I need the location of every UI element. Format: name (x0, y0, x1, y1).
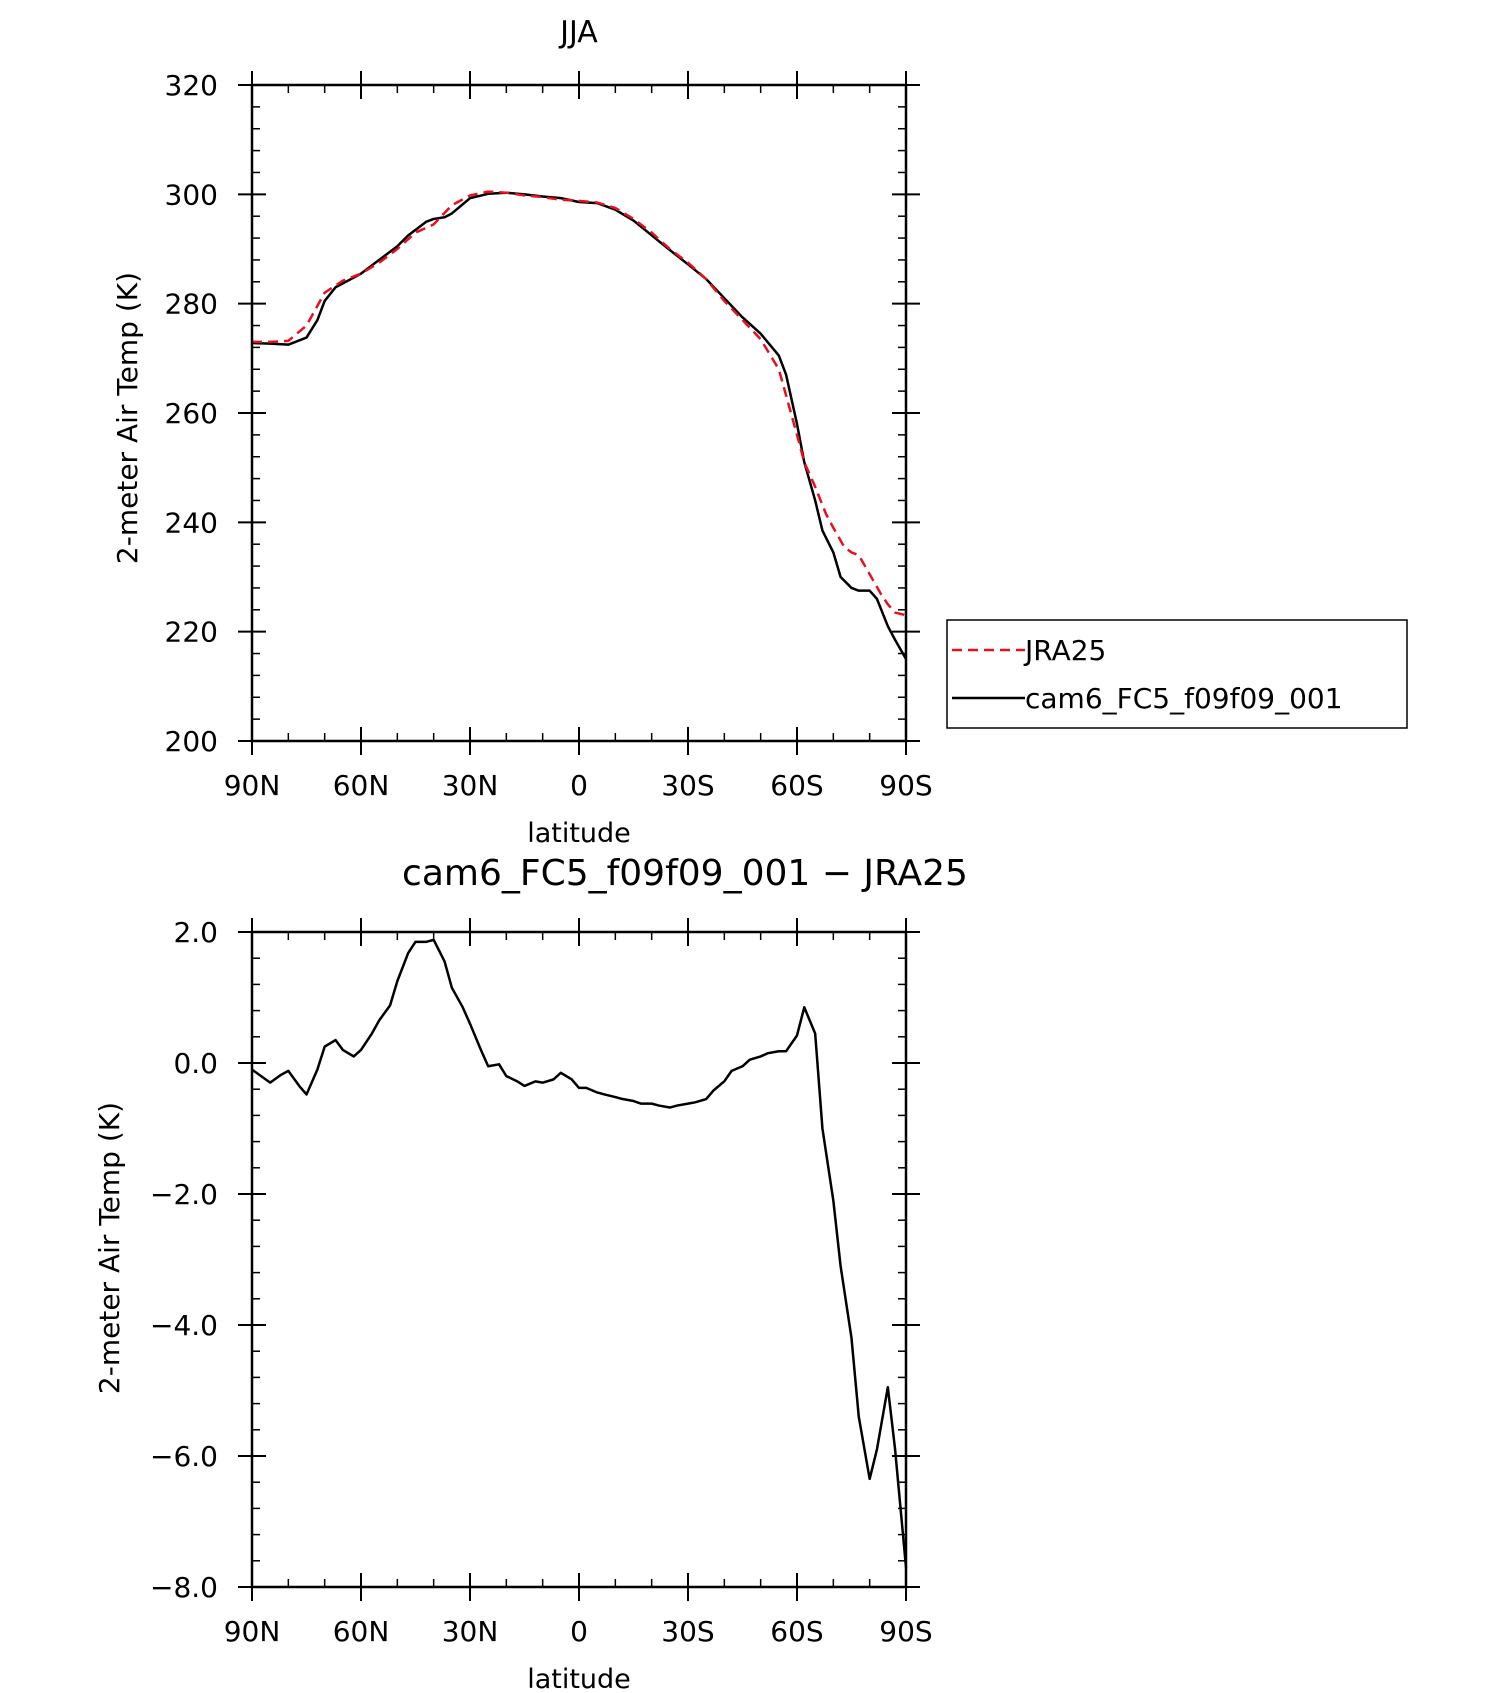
y-tick-labels: −8.0 −6.0 −4.0 −2.0 0.0 2.0 (150, 916, 218, 1604)
y-tick-label: 320 (165, 69, 218, 102)
x-tick-label: 90S (879, 1615, 932, 1648)
y-axis-label: 2-meter Air Temp (K) (111, 272, 144, 564)
x-tick-label: 0 (570, 1615, 588, 1648)
tick-marks (238, 71, 920, 755)
chart-title: JJA (558, 15, 598, 50)
y-tick-label: 300 (165, 178, 218, 211)
y-tick-label: −6.0 (150, 1440, 218, 1473)
chart-top: JJA 2-meter Air Temp (K) latitude 200 220… (111, 15, 1408, 849)
legend-label-cam6: cam6_FC5_f09f09_001 (1025, 682, 1343, 715)
x-axis-label: latitude (527, 818, 631, 849)
series-lines (251, 938, 908, 1568)
x-tick-label: 60S (770, 1615, 823, 1648)
x-tick-label: 90S (879, 769, 932, 802)
y-tick-label: 280 (165, 288, 218, 321)
chart-title: cam6_FC5_f09f09_001 − JRA25 (402, 853, 968, 894)
x-tick-label: 60S (770, 769, 823, 802)
x-tick-label: 90N (224, 1615, 281, 1648)
y-tick-label: 220 (165, 616, 218, 649)
x-tick-labels: 90N 60N 30N 0 30S 60S 90S (224, 769, 933, 802)
x-tick-labels: 90N 60N 30N 0 30S 60S 90S (224, 1615, 933, 1648)
legend: JRA25 cam6_FC5_f09f09_001 (946, 619, 1408, 729)
y-tick-label: −4.0 (150, 1309, 218, 1342)
tick-marks (238, 918, 920, 1601)
x-tick-label: 30N (442, 1615, 499, 1648)
y-tick-label: 260 (165, 397, 218, 430)
x-tick-label: 30S (661, 1615, 714, 1648)
x-tick-label: 60N (333, 1615, 390, 1648)
plot-frame (250, 930, 908, 1589)
y-tick-label: 200 (165, 725, 218, 758)
chart-bottom: cam6_FC5_f09f09_001 − JRA25 2-meter Air … (93, 853, 968, 1693)
x-tick-label: 30N (442, 769, 499, 802)
y-tick-label: −8.0 (150, 1571, 218, 1604)
x-tick-label: 30S (661, 769, 714, 802)
y-tick-label: 2.0 (173, 916, 218, 949)
y-tick-label: 240 (165, 506, 218, 539)
y-tick-label: −2.0 (150, 1178, 218, 1211)
x-axis-label: latitude (527, 1664, 631, 1693)
series-line-cam6_fc5_f09f09_001 (251, 191, 908, 660)
plot-frame (250, 83, 908, 743)
y-tick-label: 0.0 (173, 1047, 218, 1080)
y-axis-label: 2-meter Air Temp (K) (93, 1102, 126, 1394)
series-line-difference (251, 938, 908, 1568)
x-tick-label: 60N (333, 769, 390, 802)
legend-label-jra25: JRA25 (1023, 634, 1106, 667)
x-tick-label: 0 (570, 769, 588, 802)
y-tick-labels: 200 220 240 260 280 300 320 (165, 69, 218, 758)
legend-box (946, 619, 1408, 729)
series-lines (251, 190, 908, 660)
x-tick-label: 90N (224, 769, 281, 802)
series-line-jra25 (252, 190, 907, 617)
